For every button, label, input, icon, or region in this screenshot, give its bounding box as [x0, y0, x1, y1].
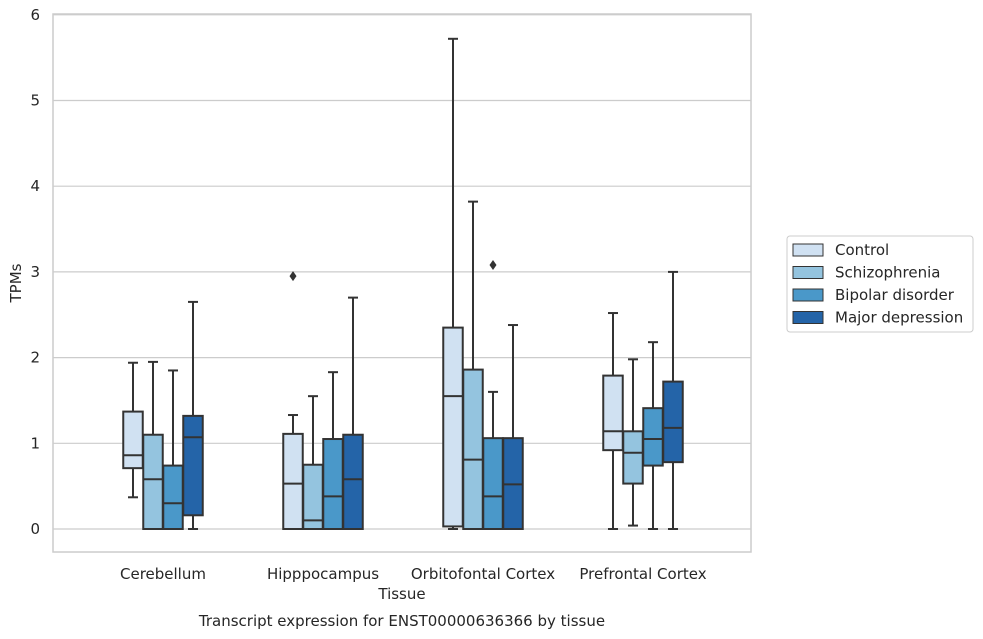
- box-element: [442, 37, 464, 530]
- box-iqr: [462, 368, 484, 530]
- box-iqr: [282, 432, 304, 530]
- legend-frame: [786, 235, 974, 333]
- legend-swatch: [792, 288, 824, 302]
- legend-label: Schizophrenia: [835, 264, 940, 282]
- legend-label: Major depression: [835, 309, 963, 327]
- y-axis-label: TPMs: [7, 263, 25, 303]
- legend-swatch: [792, 243, 824, 257]
- box-element: [162, 369, 184, 530]
- box-iqr: [302, 463, 324, 531]
- box-element: [482, 260, 504, 530]
- legend-swatch: [792, 311, 824, 324]
- box-iqr: [122, 410, 144, 470]
- y-tick-label: 6: [30, 6, 40, 24]
- x-axis-label: Tissue: [377, 585, 425, 603]
- box-iqr: [642, 407, 664, 467]
- y-tick-label: 3: [30, 263, 40, 281]
- legend-label: Bipolar disorder: [835, 286, 955, 304]
- box-iqr: [162, 464, 184, 530]
- box-series-bipolar-disorder: [162, 260, 664, 531]
- box-element: [602, 312, 624, 530]
- legend: Control Schizophrenia Bipolar disorder Majo…: [786, 235, 974, 333]
- box-element: [462, 200, 484, 530]
- box-iqr: [322, 438, 344, 531]
- box-series-control: [122, 37, 624, 530]
- grid-lines: [53, 14, 751, 530]
- box-series-layer: [122, 37, 684, 531]
- box-iqr: [342, 433, 364, 531]
- outlier-point: [289, 271, 297, 282]
- box-element: [182, 300, 204, 530]
- y-tick-label: 2: [30, 349, 40, 367]
- box-element: [502, 324, 524, 530]
- y-tick-label: 5: [30, 92, 40, 110]
- box-iqr: [182, 414, 204, 517]
- box-element: [122, 361, 144, 499]
- x-tick-label: Prefrontal Cortex: [579, 565, 706, 583]
- box-series-major-depression: [182, 270, 684, 531]
- x-tick-label: Hipppocampus: [267, 565, 379, 583]
- outlier-point: [489, 260, 497, 271]
- box-element: [642, 341, 664, 530]
- y-axis-ticks: 0 1 2 3 4 5 6: [30, 6, 40, 538]
- legend-label: Control: [835, 241, 889, 259]
- box-element: [662, 270, 684, 530]
- box-element: [282, 271, 304, 530]
- y-tick-label: 1: [30, 434, 40, 452]
- box-iqr: [482, 437, 504, 530]
- box-element: [342, 296, 364, 531]
- box-element: [142, 360, 164, 531]
- box-iqr: [442, 326, 464, 528]
- box-element: [322, 371, 344, 531]
- box-element: [302, 395, 324, 531]
- legend-swatch: [792, 266, 824, 279]
- plot-area-frame: [52, 13, 752, 553]
- y-tick-label: 4: [30, 177, 40, 195]
- box-series-schizophrenia: [142, 200, 644, 531]
- legend-items: Control Schizophrenia Bipolar disorder Majo…: [792, 241, 963, 327]
- box-iqr: [662, 380, 684, 464]
- x-tick-label: Cerebellum: [120, 565, 206, 583]
- y-tick-label: 0: [30, 520, 40, 538]
- box-iqr: [142, 433, 164, 531]
- chart-caption: Transcript expression for ENST0000063636…: [198, 612, 605, 630]
- x-axis-ticks: Cerebellum Hipppocampus Orbitofontal Corte…: [120, 565, 707, 583]
- box-iqr: [622, 430, 644, 485]
- x-tick-label: Orbitofontal Cortex: [411, 565, 555, 583]
- box-iqr: [602, 374, 624, 452]
- box-element: [622, 358, 644, 527]
